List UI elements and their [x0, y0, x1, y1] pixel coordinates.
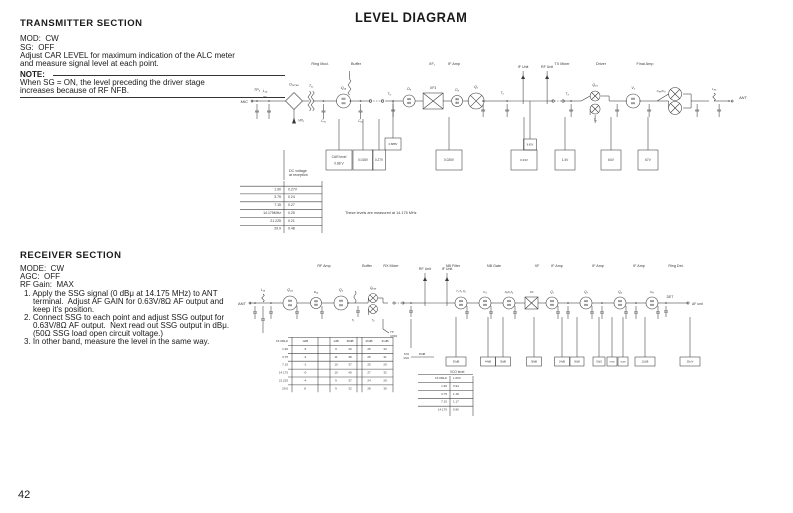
svg-text:85dB: 85dB: [620, 362, 626, 364]
svg-text:Buffer: Buffer: [362, 264, 373, 268]
svg-text:C₈: C₈: [483, 290, 487, 294]
svg-text:DET: DET: [667, 295, 674, 299]
svg-text:38: 38: [348, 355, 352, 359]
svg-text:29: 29: [383, 379, 387, 383]
svg-text:44dB: 44dB: [485, 360, 491, 364]
svg-text:21.225: 21.225: [279, 379, 289, 383]
svg-text:Q₁: Q₁: [550, 290, 554, 294]
svg-text:8.63: 8.63: [404, 352, 410, 356]
svg-text:-4dB: -4dB: [302, 339, 308, 343]
svg-text:40: 40: [348, 347, 352, 351]
svg-text:11: 11: [334, 355, 337, 359]
svg-text:RX Mixer: RX Mixer: [383, 264, 399, 268]
svg-text:36dB: 36dB: [500, 360, 506, 364]
svg-text:T₂ X₂ Q₂: T₂ X₂ Q₂: [456, 289, 466, 293]
svg-text:-0: -0: [304, 371, 307, 375]
svg-text:1.90: 1.90: [441, 384, 447, 388]
svg-text:Ring Det.: Ring Det.: [668, 264, 683, 268]
svg-text:1dB: 1dB: [333, 339, 338, 343]
svg-text:25: 25: [367, 355, 371, 359]
svg-text:1.18: 1.18: [453, 392, 459, 396]
svg-text:7.15: 7.15: [282, 363, 288, 367]
svg-text:113dB: 113dB: [642, 361, 649, 364]
svg-text:31dB: 31dB: [381, 339, 388, 343]
svg-text:15.0MHz: 15.0MHz: [276, 339, 289, 343]
svg-text:IF Amp: IF Amp: [633, 264, 645, 268]
svg-text:IF Amp: IF Amp: [551, 264, 563, 268]
svg-text:D₈: D₈: [650, 290, 654, 294]
svg-text:56dB: 56dB: [574, 361, 580, 364]
svg-text:24: 24: [367, 379, 371, 383]
svg-text:32: 32: [348, 386, 352, 390]
svg-text:TP: TP: [390, 330, 394, 334]
svg-text:XF: XF: [535, 264, 540, 268]
svg-text:9: 9: [335, 379, 337, 383]
svg-text:37: 37: [348, 379, 352, 383]
svg-text:D₂D₃T₄: D₂D₃T₄: [505, 290, 513, 294]
svg-text:25: 25: [367, 363, 371, 367]
svg-text:40: 40: [348, 371, 352, 375]
svg-text:35dB: 35dB: [419, 352, 426, 356]
svg-text:0.94: 0.94: [453, 384, 459, 388]
svg-text:38dB: 38dB: [531, 360, 537, 364]
svg-text:10: 10: [334, 363, 338, 367]
svg-text:RF Unit: RF Unit: [419, 267, 431, 271]
svg-text:27: 27: [367, 371, 371, 375]
svg-text:30: 30: [383, 386, 387, 390]
svg-text:3.75: 3.75: [282, 355, 288, 359]
svg-text:10: 10: [334, 371, 338, 375]
svg-text:31: 31: [383, 355, 387, 359]
svg-text:38dB: 38dB: [346, 339, 353, 343]
svg-text:1.90: 1.90: [282, 347, 288, 351]
svg-text:NB Gate: NB Gate: [487, 264, 501, 268]
svg-text:L₁₄: L₁₄: [261, 288, 266, 292]
svg-text:7.15: 7.15: [441, 400, 447, 404]
svg-text:53dS: 53dS: [596, 361, 602, 364]
svg-text:25: 25: [367, 347, 371, 351]
svg-text:D₁₄: D₁₄: [314, 290, 319, 294]
svg-text:1.17: 1.17: [453, 400, 459, 404]
svg-text:Q₄: Q₄: [618, 290, 622, 294]
svg-text:32: 32: [383, 371, 387, 375]
svg-text:29: 29: [383, 363, 387, 367]
svg-text:Q₂: Q₂: [339, 288, 344, 292]
svg-text:ANT: ANT: [238, 301, 247, 306]
svg-text:VCO level: VCO level: [450, 370, 465, 374]
svg-text:9: 9: [335, 347, 337, 351]
svg-text:RF Amp: RF Amp: [317, 264, 330, 268]
svg-text:15.0MHz: 15.0MHz: [435, 376, 448, 380]
svg-text:29.0: 29.0: [282, 386, 288, 390]
svg-text:-3: -3: [304, 355, 307, 359]
svg-text:NB Filter: NB Filter: [446, 264, 461, 268]
svg-text:-4: -4: [304, 379, 307, 383]
svg-text:Q₃: Q₃: [584, 290, 588, 294]
svg-text:3.75: 3.75: [441, 392, 447, 396]
svg-text:XF: XF: [529, 290, 534, 294]
svg-text:24dB: 24dB: [559, 360, 565, 364]
svg-text:-1: -1: [304, 363, 307, 367]
svg-text:MHz: MHz: [404, 356, 410, 360]
svg-text:35dB: 35dB: [453, 360, 460, 364]
svg-text:AF unit: AF unit: [692, 302, 703, 306]
svg-text:26dB: 26dB: [365, 339, 372, 343]
svg-text:0.96: 0.96: [453, 408, 459, 412]
svg-text:33: 33: [383, 347, 387, 351]
svg-text:T₁: T₁: [352, 318, 355, 322]
svg-text:87dB: 87dB: [609, 362, 615, 364]
svg-text:25mV: 25mV: [687, 360, 694, 364]
svg-text:9: 9: [335, 386, 337, 390]
svg-text:8: 8: [304, 386, 306, 390]
svg-text:IF Amp: IF Amp: [592, 264, 604, 268]
svg-text:-5: -5: [304, 347, 307, 351]
svg-text:14.175: 14.175: [279, 371, 289, 375]
svg-text:14.175: 14.175: [438, 408, 448, 412]
svg-text:37: 37: [348, 363, 352, 367]
svg-text:T₄: T₄: [372, 318, 376, 322]
svg-text:1.06V: 1.06V: [453, 376, 461, 380]
svg-text:28: 28: [367, 386, 371, 390]
svg-text:Q₆₉₈: Q₆₉₈: [370, 286, 377, 290]
svg-text:Q₂₄: Q₂₄: [287, 288, 293, 292]
